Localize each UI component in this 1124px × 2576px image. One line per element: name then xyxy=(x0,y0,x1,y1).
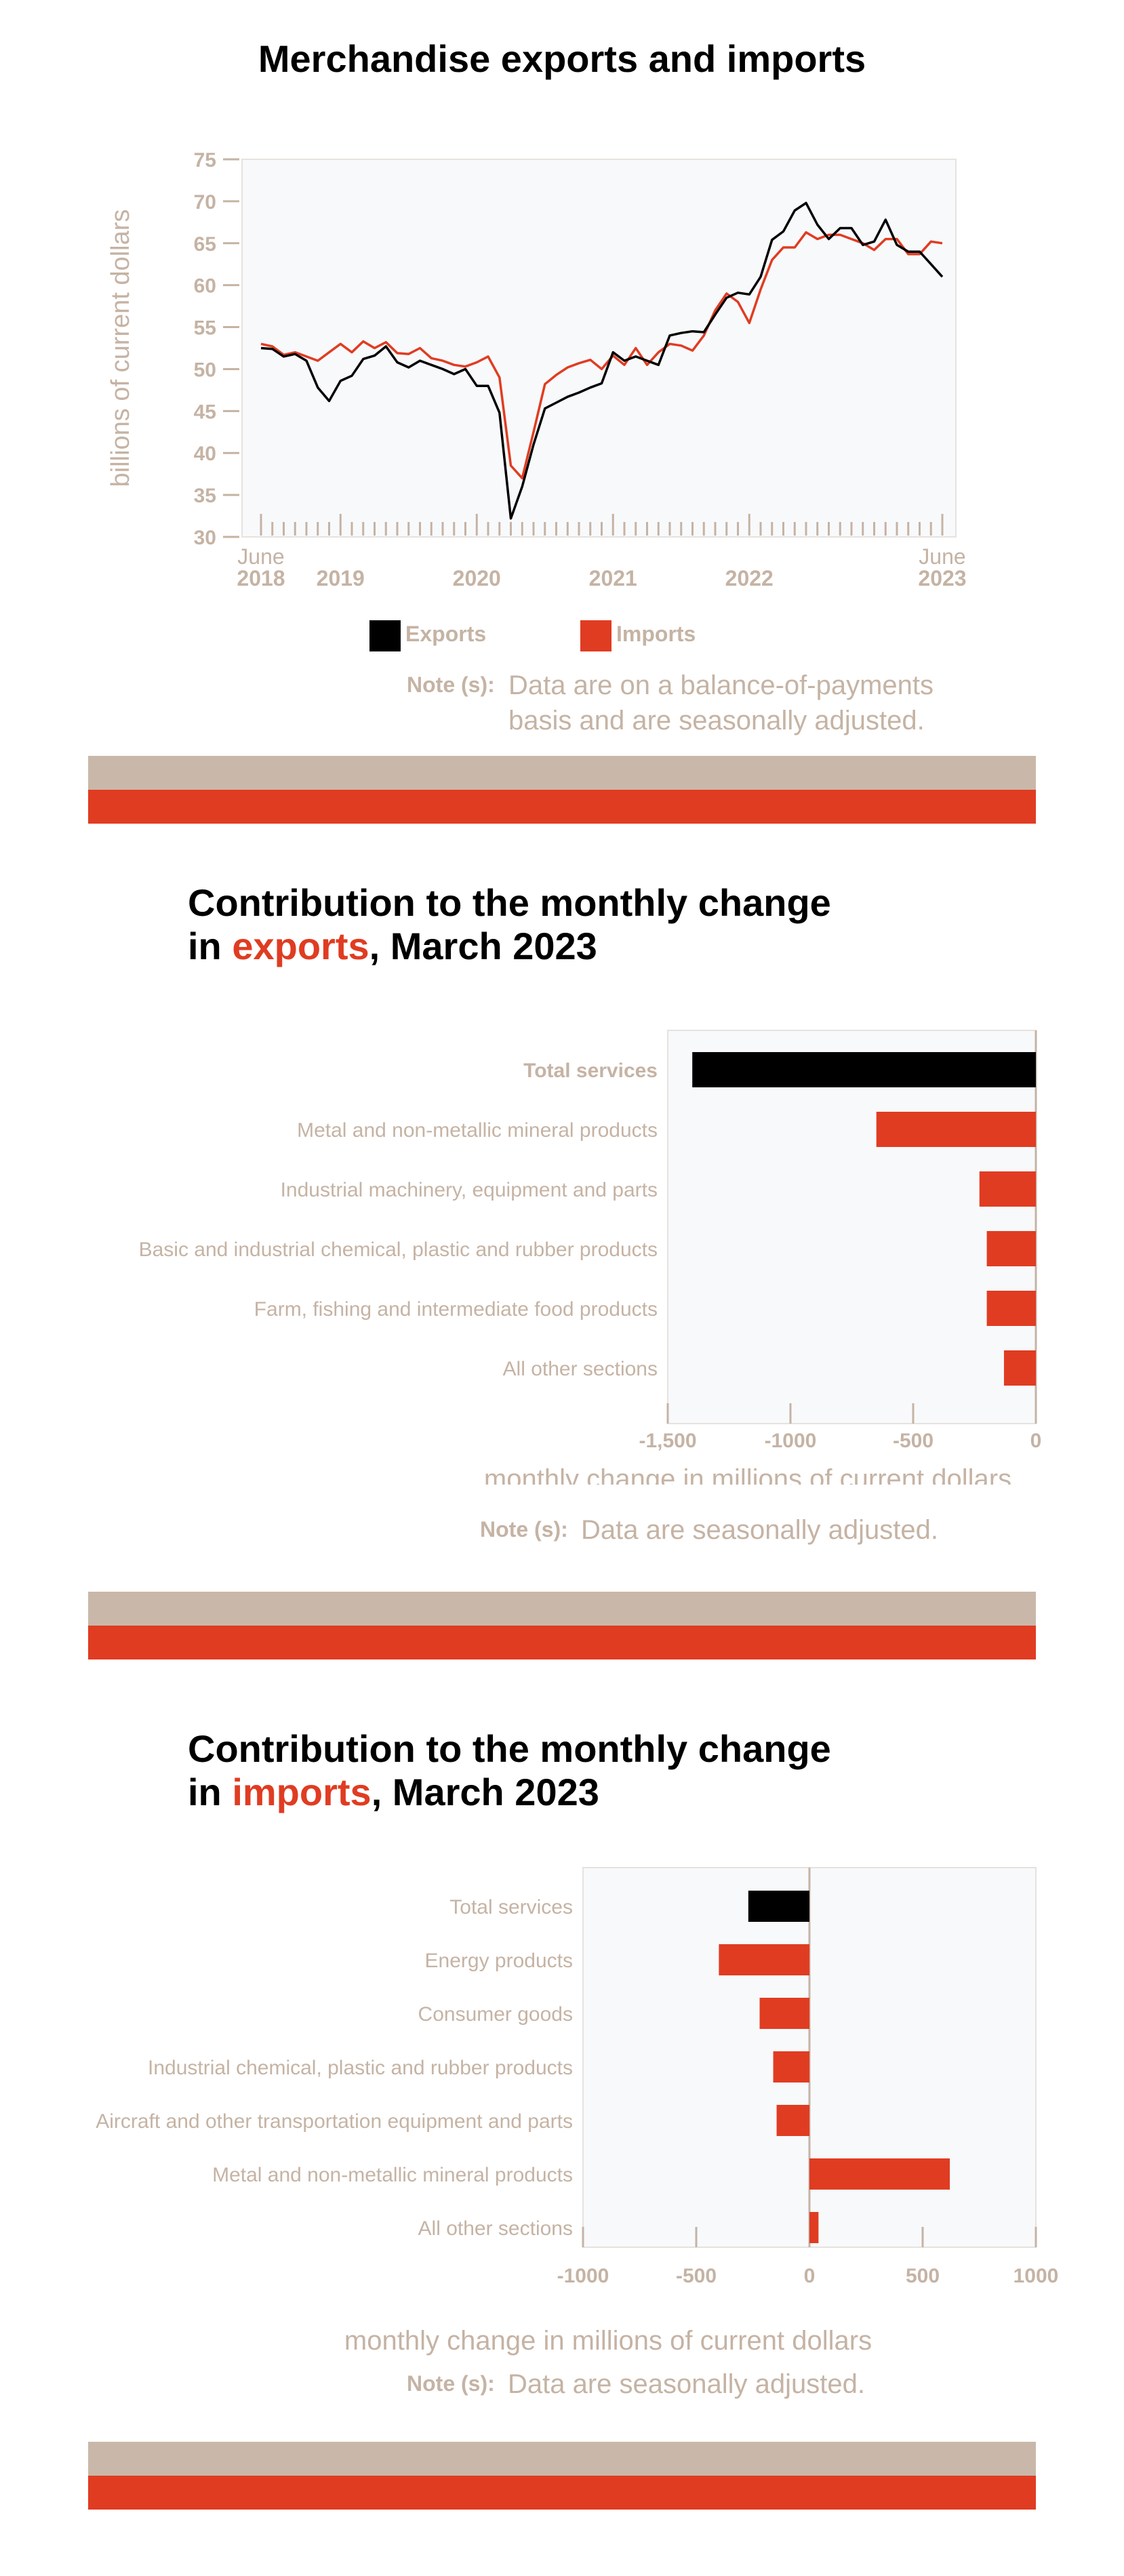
x-tick-label-year: 2022 xyxy=(725,566,774,590)
y-tick-label: 70 xyxy=(194,191,216,214)
imports-title-post: , March 2023 xyxy=(371,1771,599,1814)
bar xyxy=(986,1231,1036,1266)
x-tick-label-year: 2018 xyxy=(237,566,285,590)
imports-title-accent: imports xyxy=(232,1771,372,1814)
legend-exports-swatch xyxy=(369,620,401,651)
category-label: Industrial machinery, equipment and part… xyxy=(281,1179,658,1201)
imports-title-pre: in xyxy=(188,1771,233,1814)
x-tick-label: 1000 xyxy=(1013,2265,1059,2287)
bar xyxy=(759,1998,809,2029)
divider-tan xyxy=(88,2442,1036,2476)
exports-title-post: , March 2023 xyxy=(369,925,597,968)
x-axis-label: monthly change in millions of current do… xyxy=(484,1464,1011,1485)
x-tick-label: -1000 xyxy=(557,2265,609,2287)
y-tick-label: 65 xyxy=(194,233,216,256)
x-tick-label-month: June xyxy=(919,544,965,569)
legend-exports-label: Exports xyxy=(405,622,487,646)
exports-title-line1: Contribution to the monthly change xyxy=(188,881,831,924)
exports-title-accent: exports xyxy=(232,925,369,968)
x-tick-label: -500 xyxy=(676,2265,717,2287)
bar xyxy=(748,1891,809,1922)
note-text-line1: Data are on a balance-of-payments xyxy=(508,670,934,700)
y-tick-label: 55 xyxy=(194,317,216,340)
line-chart-title: Merchandise exports and imports xyxy=(258,37,866,80)
x-tick-label: 0 xyxy=(1030,1430,1042,1452)
bar xyxy=(719,1944,809,1975)
x-tick-label-month: June xyxy=(237,544,284,569)
y-tick-label: 60 xyxy=(194,275,216,298)
x-tick-label: -500 xyxy=(893,1430,934,1452)
bar xyxy=(773,2051,809,2082)
bar xyxy=(986,1291,1036,1326)
bar xyxy=(809,2158,950,2190)
imports-title-line1: Contribution to the monthly change xyxy=(188,1727,831,1770)
y-tick-label: 75 xyxy=(194,149,216,172)
category-label: Farm, fishing and intermediate food prod… xyxy=(254,1298,658,1321)
divider-red xyxy=(88,2476,1036,2510)
x-tick-label: 500 xyxy=(906,2265,940,2287)
divider-tan xyxy=(88,1592,1036,1626)
exports-chart-title: Contribution to the monthly change in ex… xyxy=(188,881,831,969)
category-label: Industrial chemical, plastic and rubber … xyxy=(148,2057,573,2079)
x-tick-label-year: 2020 xyxy=(453,566,501,590)
y-tick-label: 45 xyxy=(194,401,216,423)
divider-red xyxy=(88,790,1036,824)
x-tick-label: -1,500 xyxy=(639,1430,696,1452)
note-label: Note (s): xyxy=(407,672,495,697)
bar xyxy=(1003,1350,1036,1386)
y-tick-label: 35 xyxy=(194,485,216,507)
x-tick-label: 0 xyxy=(804,2265,816,2287)
y-tick-label: 40 xyxy=(194,443,216,465)
x-tick-label-year: 2023 xyxy=(918,566,966,590)
exports-title-pre: in xyxy=(188,925,233,968)
note-text-line2: basis and are seasonally adjusted. xyxy=(508,706,925,736)
x-tick-label-year: 2019 xyxy=(317,566,365,590)
category-label: Metal and non-metallic mineral products xyxy=(212,2164,573,2186)
exports-note-label: Note (s): xyxy=(480,1517,568,1542)
y-tick-label: 50 xyxy=(194,359,216,381)
bar xyxy=(979,1171,1036,1207)
category-label: Metal and non-metallic mineral products xyxy=(297,1119,658,1142)
imports-note-label: Note (s): xyxy=(407,2371,495,2396)
category-label: Total services xyxy=(449,1896,573,1918)
imports-chart-title: Contribution to the monthly change in im… xyxy=(188,1727,831,1815)
x-axis-label: monthly change in millions of current do… xyxy=(344,2326,872,2356)
category-label: All other sections xyxy=(503,1358,658,1380)
category-label: Consumer goods xyxy=(418,2003,573,2026)
category-label: Basic and industrial chemical, plastic a… xyxy=(139,1239,658,1261)
imports-bar-chart: -1000 -500 0 500 1000 Total services Energy pr… xyxy=(96,1867,1059,2356)
divider-red xyxy=(88,1626,1036,1659)
y-tick-label: 30 xyxy=(194,527,216,549)
series-line-exports xyxy=(260,201,944,520)
plot-area xyxy=(667,1030,1037,1424)
divider-tan xyxy=(88,756,1036,790)
bar xyxy=(692,1052,1036,1087)
category-label: Aircraft and other transportation equipm… xyxy=(96,2110,573,2133)
exports-note-text: Data are seasonally adjusted. xyxy=(581,1515,938,1545)
category-label: All other sections xyxy=(418,2217,573,2240)
category-label: Total services xyxy=(523,1060,658,1082)
y-axis-label: billions of current dollars xyxy=(106,209,135,487)
line-chart: 30 35 40 45 50 55 60 65 70 75 billions of current … xyxy=(106,149,967,590)
x-tick-label: -1000 xyxy=(765,1430,817,1452)
exports-bar-chart: -1,500 -1000 -500 0 Total services Metal and … xyxy=(139,1030,1042,1485)
legend-imports-label: Imports xyxy=(616,622,696,646)
bar xyxy=(776,2105,809,2136)
category-label: Energy products xyxy=(425,1950,573,1972)
bar xyxy=(809,2212,819,2243)
plot-area xyxy=(241,159,957,538)
legend-imports-swatch xyxy=(580,620,611,651)
bar xyxy=(876,1112,1036,1147)
series-line-imports xyxy=(260,230,943,480)
imports-note-text: Data are seasonally adjusted. xyxy=(508,2369,865,2399)
x-tick-label-year: 2021 xyxy=(589,566,637,590)
